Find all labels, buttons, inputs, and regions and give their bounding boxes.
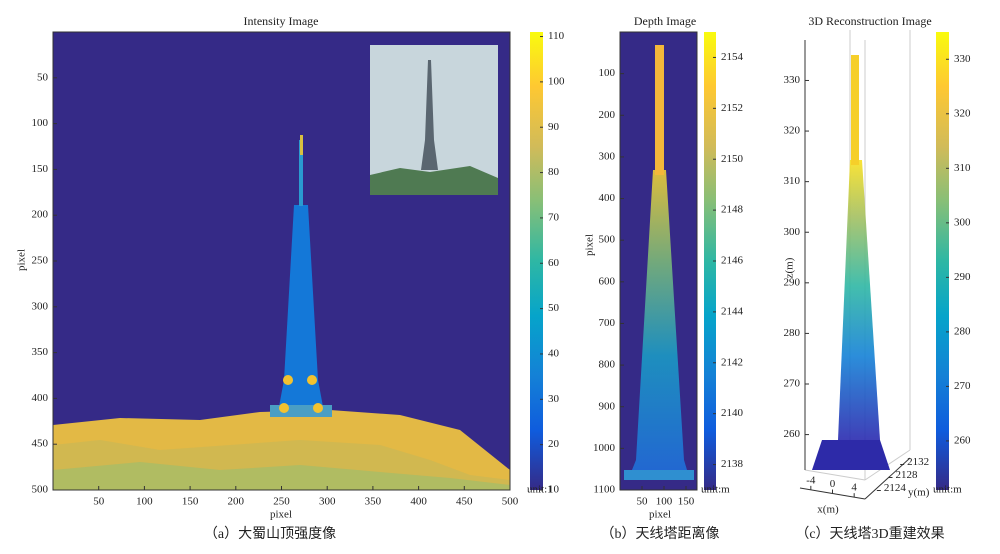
x-axis-label: x(m)	[817, 504, 839, 516]
x-tick-label: 0	[830, 478, 836, 490]
colorbar-label: unit:m	[701, 484, 730, 496]
colorbar-tick-label: 320	[954, 107, 971, 119]
colorbar-tick-label: 280	[954, 325, 971, 337]
colorbar-tick-label: 300	[954, 216, 971, 228]
y-tick-label: 100	[32, 117, 49, 129]
z-tick-label: 260	[784, 428, 801, 440]
x-axis-label: pixel	[270, 509, 292, 521]
intensity-image	[53, 32, 510, 490]
x-tick-label: 300	[319, 496, 336, 508]
colorbar-tick-label: 2144	[721, 305, 744, 317]
x-tick-label: -4	[806, 474, 816, 486]
caption: （c）天线塔3D重建效果	[795, 526, 944, 542]
y-tick-label: 200	[599, 109, 616, 121]
z-tick-label: 330	[784, 74, 801, 86]
x-axis-label: pixel	[649, 509, 671, 521]
colorbar-tick-label: 2148	[721, 204, 744, 216]
x-tick-label: 400	[410, 496, 427, 508]
y-tick-label: 450	[32, 438, 49, 450]
colorbars	[530, 32, 949, 490]
y-tick-label: 250	[32, 255, 49, 267]
x-tick-label: 4	[851, 482, 857, 494]
z-tick-label: 290	[784, 276, 801, 288]
colorbar-tick-label: 70	[548, 211, 560, 223]
y-tick-label: 900	[599, 400, 616, 412]
colorbar-tick-label: 2146	[721, 255, 744, 267]
chart-title: 3D Reconstruction Image	[808, 14, 931, 28]
y-tick-label: 50	[37, 71, 49, 83]
colorbar-tick-label: 110	[548, 30, 565, 42]
x-tick-label: 350	[365, 496, 382, 508]
y-tick-label: 2128	[896, 469, 919, 481]
colorbar-tick-label: 2150	[721, 153, 744, 165]
y-tick-label: 700	[599, 317, 616, 329]
x-tick-label: 100	[656, 496, 673, 508]
colorbar-tick-label: 270	[954, 380, 971, 392]
z-tick-label: 310	[784, 175, 801, 187]
colorbar-tick-label: 260	[954, 434, 971, 446]
depth-image	[620, 32, 697, 490]
colorbar-tick-label: 20	[548, 438, 560, 450]
y-tick-label: 300	[599, 150, 616, 162]
z-tick-label: 280	[784, 327, 801, 339]
y-tick-label: 2132	[907, 456, 929, 468]
colorbar-tick-label: 290	[954, 271, 971, 283]
x-tick-label: 50	[637, 496, 649, 508]
y-axis-label: pixel	[16, 249, 28, 271]
y-axis-label: pixel	[584, 234, 596, 256]
y-tick-label: 350	[32, 346, 49, 358]
y-tick-label: 1100	[593, 484, 615, 496]
colorbar-tick-label: 40	[548, 347, 560, 359]
chart-title: Intensity Image	[244, 14, 319, 28]
colorbar-tick-label: 90	[548, 121, 560, 133]
reconstruction-3d	[799, 30, 911, 500]
colorbar-tick-label: 2140	[721, 407, 744, 419]
y-tick-label: 800	[599, 359, 616, 371]
x-tick-label: 150	[182, 496, 199, 508]
y-tick-label: 500	[32, 484, 49, 496]
y-axis-label: y(m)	[908, 487, 930, 499]
colorbar-label: unit:1	[527, 484, 553, 496]
colorbar-tick-label: 310	[954, 162, 971, 174]
z-axis-label: z(m)	[784, 257, 796, 278]
y-tick-label: 2124	[884, 482, 907, 494]
axes-frame	[619, 31, 698, 491]
y-tick-label: 150	[32, 163, 49, 175]
x-tick-label: 250	[273, 496, 290, 508]
y-tick-label: 1000	[593, 442, 616, 454]
y-tick-label: 400	[32, 392, 49, 404]
colorbar-tick-label: 10	[548, 484, 560, 496]
y-tick-label: 200	[32, 209, 49, 221]
colorbar-tick-label: 50	[548, 302, 560, 314]
colorbar-tick-label: 2138	[721, 458, 744, 470]
x-tick-label: 500	[502, 496, 519, 508]
colorbar-tick-label: 2154	[721, 51, 744, 63]
x-tick-label: 450	[456, 496, 473, 508]
x-tick-label: 150	[678, 496, 695, 508]
colorbar-tick-label: 100	[548, 75, 565, 87]
z-tick-label: 270	[784, 378, 801, 390]
y-tick-label: 100	[599, 67, 616, 79]
x-tick-label: 50	[93, 496, 105, 508]
z-tick-label: 320	[784, 125, 801, 137]
colorbar-tick-label: 330	[954, 53, 971, 65]
caption: （a）大蜀山顶强度像	[204, 526, 336, 542]
chart-title: Depth Image	[634, 14, 696, 28]
colorbar-tick-label: 60	[548, 257, 560, 269]
colorbar-tick-label: 80	[548, 166, 560, 178]
y-tick-label: 300	[32, 300, 49, 312]
x-tick-label: 100	[136, 496, 153, 508]
colorbar-tick-label: 30	[548, 393, 560, 405]
y-tick-label: 600	[599, 275, 616, 287]
caption: （b）天线塔距离像	[601, 525, 720, 542]
colorbar-label: unit:m	[933, 484, 962, 496]
x-tick-label: 200	[228, 496, 245, 508]
z-tick-label: 300	[784, 226, 801, 238]
y-tick-label: 500	[599, 234, 616, 246]
y-tick-label: 400	[599, 192, 616, 204]
colorbar-tick-label: 2142	[721, 356, 743, 368]
colorbar-tick-label: 2152	[721, 102, 743, 114]
